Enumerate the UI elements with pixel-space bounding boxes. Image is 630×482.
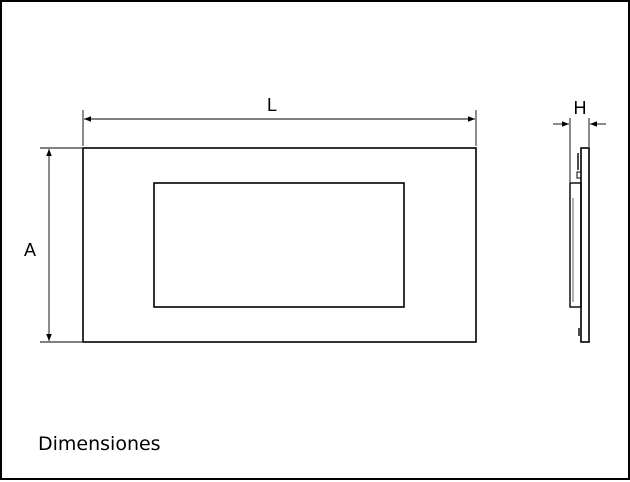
front-view-outer-frame [82,147,477,343]
depth-label: H [574,98,587,118]
front-view-inner-window [153,182,405,308]
side-view [569,147,590,343]
side-view-body [569,182,582,308]
length-dimension: L [82,95,477,146]
height-label: A [24,240,36,260]
side-view-clip-top-tab [576,171,582,179]
length-label: L [267,95,277,115]
height-dimension: A [24,147,82,343]
caption: Dimensiones [38,433,161,455]
side-view-plate [580,147,590,343]
depth-dimension: H [553,98,606,182]
